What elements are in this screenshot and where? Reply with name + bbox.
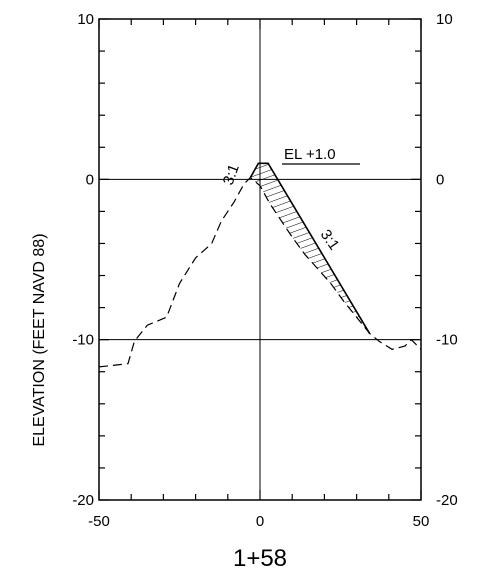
y-tick-label-left: -10 — [72, 332, 94, 349]
hatched-fill-area — [250, 163, 370, 334]
axis-labels: -20 -20 -10 -10 0 0 10 10 -50 0 50 — [72, 11, 457, 530]
grid-lines — [99, 19, 421, 500]
left-slope-label: 3:1 — [220, 162, 243, 187]
y-tick-label-left: -20 — [72, 492, 94, 509]
axis-ticks — [98, 18, 422, 501]
y-tick-label-right: -20 — [436, 492, 458, 509]
x-tick-label: 0 — [256, 513, 264, 530]
y-tick-label-left: 0 — [86, 171, 94, 188]
series-lines — [98, 162, 422, 368]
station-label: 1+58 — [233, 545, 287, 572]
design-profile-line — [249, 162, 371, 334]
y-tick-label-right: -10 — [436, 332, 458, 349]
y-axis-title: ELEVATION (FEET NAVD 88) — [31, 233, 48, 446]
existing-ground-line — [98, 176, 422, 368]
x-tick-label: -50 — [88, 513, 110, 530]
plot-frame — [98, 18, 422, 501]
elevation-annotation: EL +1.0 — [282, 146, 360, 165]
y-tick-label-left: 10 — [77, 11, 94, 28]
y-tick-label-right: 10 — [436, 11, 453, 28]
right-slope-label: 3:1 — [317, 227, 343, 254]
y-tick-label-right: 0 — [436, 171, 444, 188]
elevation-label: EL +1.0 — [284, 146, 336, 163]
x-tick-label: 50 — [413, 513, 430, 530]
fill-area — [250, 163, 370, 334]
